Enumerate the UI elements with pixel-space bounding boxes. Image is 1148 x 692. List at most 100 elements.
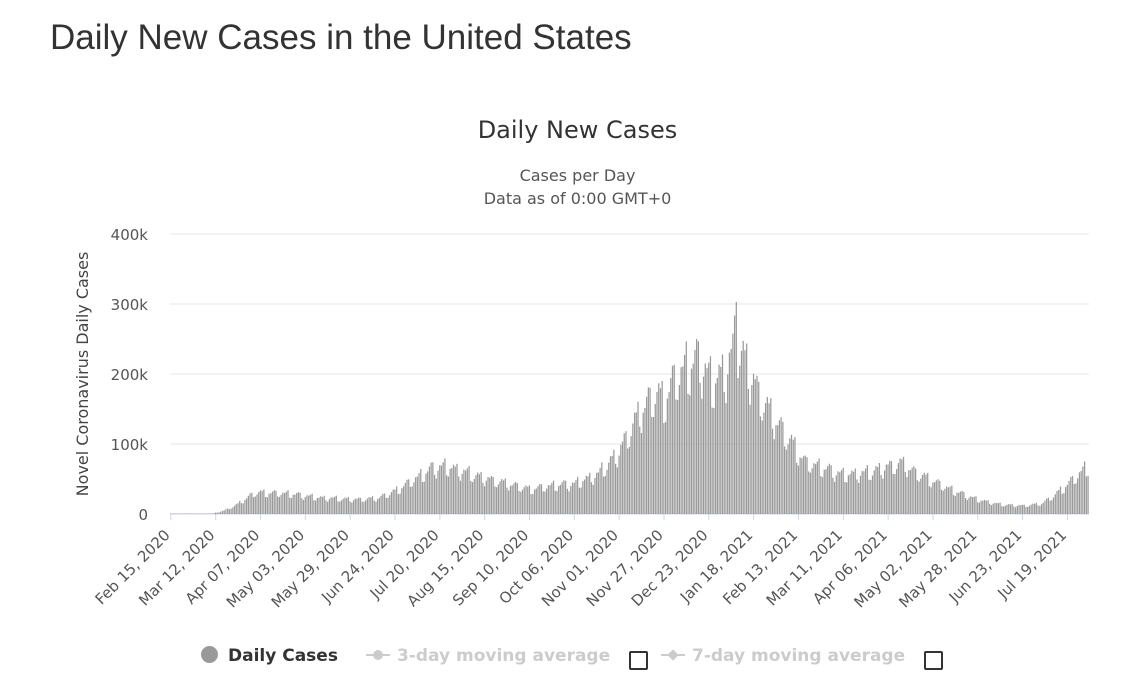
bar[interactable] xyxy=(308,495,310,514)
bar[interactable] xyxy=(842,467,844,514)
bar[interactable] xyxy=(416,476,418,514)
bar[interactable] xyxy=(961,490,963,514)
bar[interactable] xyxy=(480,472,482,514)
bar[interactable] xyxy=(866,465,868,514)
bar[interactable] xyxy=(670,378,672,514)
bar[interactable] xyxy=(708,362,710,514)
bar[interactable] xyxy=(990,505,993,514)
bar[interactable] xyxy=(385,497,387,514)
bar[interactable] xyxy=(716,377,718,514)
bar[interactable] xyxy=(601,462,603,514)
bar[interactable] xyxy=(590,482,593,514)
bar[interactable] xyxy=(1001,506,1003,514)
bar[interactable] xyxy=(420,468,422,514)
bar[interactable] xyxy=(932,482,934,514)
bar[interactable] xyxy=(614,463,617,514)
bar[interactable] xyxy=(1082,466,1084,514)
bar[interactable] xyxy=(740,350,743,514)
bar[interactable] xyxy=(813,463,815,514)
bar[interactable] xyxy=(468,465,470,514)
bar[interactable] xyxy=(506,487,508,514)
bar[interactable] xyxy=(852,471,855,514)
bar[interactable] xyxy=(1035,502,1037,514)
bar[interactable] xyxy=(602,476,605,514)
bar[interactable] xyxy=(259,490,262,514)
bar[interactable] xyxy=(985,500,987,514)
bar[interactable] xyxy=(863,471,865,514)
bar[interactable] xyxy=(489,477,491,514)
bar[interactable] xyxy=(223,510,225,514)
bar[interactable] xyxy=(582,481,584,514)
bar[interactable] xyxy=(249,493,251,514)
bar[interactable] xyxy=(980,500,982,514)
bar[interactable] xyxy=(630,436,632,514)
3-day-average-checkbox[interactable] xyxy=(629,651,648,670)
bar[interactable] xyxy=(496,487,498,514)
bar[interactable] xyxy=(658,383,660,514)
bar[interactable] xyxy=(252,497,255,514)
legend-item-daily-cases[interactable]: Daily Cases xyxy=(201,646,338,670)
bar[interactable] xyxy=(1025,506,1027,514)
bar[interactable] xyxy=(587,476,589,514)
bar[interactable] xyxy=(1054,494,1056,514)
bar[interactable] xyxy=(711,407,713,514)
bar[interactable] xyxy=(549,485,551,514)
bar[interactable] xyxy=(171,513,174,515)
bar[interactable] xyxy=(859,475,862,514)
bar[interactable] xyxy=(201,513,203,515)
bar[interactable] xyxy=(573,482,575,514)
bar[interactable] xyxy=(447,476,449,514)
bar[interactable] xyxy=(359,497,362,514)
bar[interactable] xyxy=(627,448,629,514)
bar[interactable] xyxy=(301,498,303,514)
bar[interactable] xyxy=(737,378,739,514)
bar[interactable] xyxy=(815,464,817,514)
bar[interactable] xyxy=(583,479,586,514)
bar[interactable] xyxy=(237,503,239,514)
bar[interactable] xyxy=(292,494,294,514)
bar[interactable] xyxy=(314,500,317,514)
bar[interactable] xyxy=(433,474,436,514)
bar[interactable] xyxy=(425,473,427,514)
bar[interactable] xyxy=(1044,500,1046,514)
bar[interactable] xyxy=(464,470,467,514)
bar[interactable] xyxy=(244,499,246,514)
bar[interactable] xyxy=(954,495,956,514)
bar[interactable] xyxy=(290,498,293,514)
bar[interactable] xyxy=(520,491,522,514)
bar[interactable] xyxy=(378,497,381,514)
bar[interactable] xyxy=(494,486,496,514)
bar[interactable] xyxy=(723,392,725,514)
bar[interactable] xyxy=(533,489,536,514)
bar[interactable] xyxy=(1056,490,1058,514)
bar[interactable] xyxy=(878,463,881,514)
bar[interactable] xyxy=(440,465,443,514)
bar[interactable] xyxy=(1028,505,1031,514)
bar[interactable] xyxy=(554,490,556,514)
bar[interactable] xyxy=(828,463,831,514)
bar[interactable] xyxy=(840,470,843,514)
bar[interactable] xyxy=(482,482,484,514)
bar[interactable] xyxy=(880,475,882,514)
bar[interactable] xyxy=(354,498,356,514)
bar[interactable] xyxy=(313,500,315,514)
bar[interactable] xyxy=(830,465,832,514)
bar[interactable] xyxy=(970,496,972,514)
bar[interactable] xyxy=(389,495,391,514)
bar[interactable] xyxy=(235,504,237,514)
bar[interactable] xyxy=(183,513,186,515)
bar[interactable] xyxy=(333,496,336,514)
bar[interactable] xyxy=(527,486,529,514)
bar[interactable] xyxy=(261,490,263,514)
bar[interactable] xyxy=(623,433,625,514)
bar[interactable] xyxy=(216,512,218,514)
bar[interactable] xyxy=(675,399,677,514)
bar[interactable] xyxy=(309,494,312,514)
bar[interactable] xyxy=(1068,480,1070,514)
bar[interactable] xyxy=(1021,504,1024,514)
bar[interactable] xyxy=(751,384,753,514)
bar[interactable] xyxy=(894,474,896,514)
bar[interactable] xyxy=(392,489,394,514)
bar[interactable] xyxy=(192,513,194,515)
bar[interactable] xyxy=(351,502,353,514)
